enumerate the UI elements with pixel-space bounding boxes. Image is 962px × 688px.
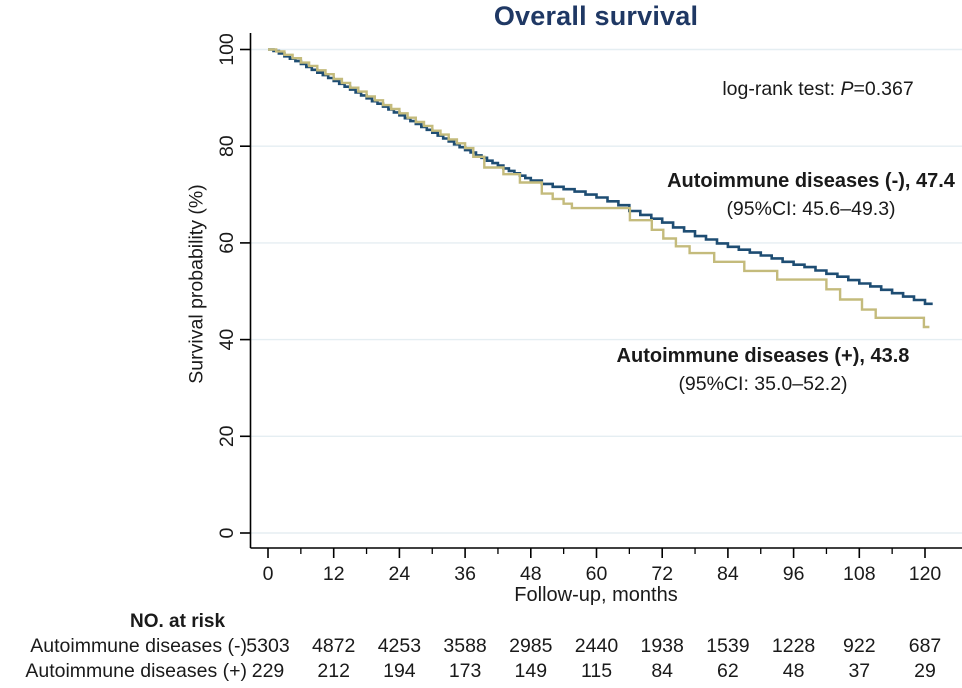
risk-count: 229 (251, 660, 285, 682)
x-tick-label: 12 (323, 563, 345, 585)
x-tick-label: 72 (651, 563, 673, 585)
risk-count: 37 (848, 660, 871, 682)
risk-count: 5303 (246, 635, 290, 657)
risk-count: 194 (383, 660, 416, 682)
series-label-positive-estimate: Autoimmune diseases (+), 43.8 (616, 345, 910, 367)
y-tick-label: 20 (216, 425, 238, 447)
y-tick-label: 100 (216, 33, 238, 66)
risk-count: 149 (514, 660, 548, 682)
risk-count: 173 (448, 660, 482, 682)
risk-count: 3588 (443, 635, 487, 657)
y-tick-labels: 0 20 40 60 80 100 (216, 33, 251, 538)
x-tick-label: 96 (783, 563, 805, 585)
x-tick-label: 108 (843, 563, 876, 585)
risk-row-label-positive: Autoimmune diseases (+) (25, 660, 247, 682)
risk-count: 1938 (640, 635, 684, 657)
risk-count: 84 (651, 660, 674, 682)
risk-count: 62 (717, 660, 739, 682)
x-tick-label: 36 (454, 563, 476, 585)
logrank-value: =0.367 (853, 78, 914, 100)
gridlines (250, 48, 962, 534)
y-tick-label: 80 (216, 135, 238, 157)
x-tick-label: 48 (520, 563, 542, 585)
x-tick-label: 24 (389, 563, 411, 585)
series-label-negative-ci: (95%CI: 45.6–49.3) (726, 198, 896, 220)
risk-count: 4253 (377, 635, 422, 657)
x-tick-label: 120 (909, 563, 942, 585)
y-axis-title: Survival probability (%) (185, 184, 208, 384)
risk-count: 2440 (574, 635, 619, 657)
series-label-positive: Autoimmune diseases (+), 43.8 (95%CI: 35… (614, 344, 912, 396)
logrank-annotation: log-rank test: P=0.367 (668, 78, 962, 101)
curve-autoimmune-negative (268, 48, 933, 306)
logrank-prefix: log-rank test: (722, 78, 841, 100)
logrank-p-symbol: P (840, 78, 854, 100)
risk-count: 115 (580, 660, 613, 682)
y-tick-label: 0 (216, 527, 238, 538)
curve-autoimmune-positive (268, 48, 930, 329)
x-tick-labels: 0 12 24 36 48 60 72 84 96 108 120 (263, 548, 942, 585)
risk-count: 922 (843, 635, 876, 657)
y-tick-label: 60 (216, 232, 238, 254)
risk-count: 212 (317, 660, 350, 682)
risk-table-header: NO. at risk (130, 611, 226, 632)
risk-count: 48 (782, 660, 805, 682)
risk-count: 687 (908, 635, 942, 657)
series-label-positive-ci: (95%CI: 35.0–52.2) (678, 373, 848, 395)
risk-count: 1228 (771, 635, 816, 657)
x-tick-label: 84 (717, 563, 739, 585)
risk-row-label-negative: Autoimmune diseases (-) (30, 635, 247, 657)
risk-count: 29 (914, 660, 936, 682)
x-axis-title: Follow-up, months (514, 584, 678, 606)
survival-curves (268, 48, 933, 329)
series-label-negative-estimate: Autoimmune diseases (-), 47.4 (667, 170, 955, 192)
axes (249, 33, 962, 549)
x-tick-label: 60 (586, 563, 608, 585)
risk-count: 1539 (706, 635, 750, 657)
risk-count: 2985 (509, 635, 553, 657)
y-tick-label: 40 (216, 329, 238, 351)
series-label-negative: Autoimmune diseases (-), 47.4 (95%CI: 45… (662, 169, 960, 221)
x-tick-label: 0 (263, 563, 274, 585)
chart-title: Overall survival (493, 1, 699, 31)
risk-count: 4872 (311, 635, 356, 657)
